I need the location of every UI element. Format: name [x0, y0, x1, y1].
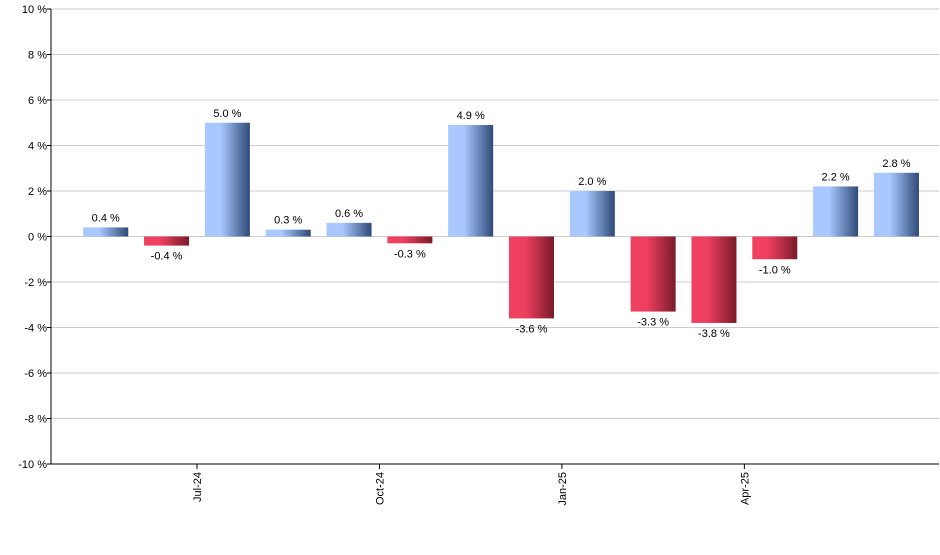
data-label: -0.3 % — [394, 248, 426, 260]
data-label: 0.4 % — [92, 212, 120, 224]
y-axis-ticks: 10 % 8 % 6 % 4 % 2 % 0 % -2 % -4 % -6 % -8 % -10 % — [18, 4, 51, 471]
y-tick-label: 8 % — [28, 50, 47, 62]
y-tick-label: -4 % — [24, 323, 47, 335]
bar-positive — [204, 122, 250, 237]
bar-negative — [387, 236, 433, 244]
data-label: -3.8 % — [698, 328, 730, 340]
x-axis-ticks: Jul-24 Oct-24 Jan-25 Apr-25 — [192, 464, 751, 506]
bar-negative — [508, 236, 554, 319]
x-tick-label: Jan-25 — [557, 472, 569, 506]
x-tick-label: Oct-24 — [374, 472, 386, 505]
bar-positive — [813, 186, 859, 237]
data-label: 0.3 % — [274, 215, 302, 227]
bar-negative — [752, 236, 798, 260]
y-tick-label: 4 % — [28, 141, 47, 153]
bar-positive — [873, 172, 919, 237]
y-tick-label: 2 % — [28, 186, 47, 198]
bar-negative — [691, 236, 737, 323]
x-tick-label: Apr-25 — [739, 472, 751, 505]
bar-positive — [326, 222, 372, 237]
data-label: -0.4 % — [151, 251, 183, 263]
data-label: -3.6 % — [516, 323, 548, 335]
data-label: 2.2 % — [822, 171, 850, 183]
data-labels: 0.4 % -0.4 % 5.0 % 0.3 % 0.6 % -0.3 % 4.9 % -3.… — [92, 108, 911, 340]
data-label: 2.8 % — [882, 158, 910, 170]
data-label: 5.0 % — [213, 108, 241, 120]
y-tick-label: 0 % — [28, 232, 47, 244]
y-tick-label: -10 % — [18, 459, 47, 471]
y-tick-label: -8 % — [24, 414, 47, 426]
x-tick-label: Jul-24 — [192, 472, 204, 502]
y-tick-label: 10 % — [22, 4, 47, 16]
bar-negative — [144, 236, 190, 246]
y-tick-label: -2 % — [24, 277, 47, 289]
bar-positive — [265, 229, 311, 237]
y-tick-label: -6 % — [24, 368, 47, 380]
y-tick-label: 6 % — [28, 95, 47, 107]
bar-positive — [83, 227, 129, 237]
data-label: -3.3 % — [637, 317, 669, 329]
data-label: 2.0 % — [578, 176, 606, 188]
data-label: -1.0 % — [759, 264, 791, 276]
bar-negative — [630, 236, 676, 312]
bar-positive — [569, 191, 615, 237]
data-label: 0.6 % — [335, 208, 363, 220]
bar-positive — [448, 125, 494, 237]
axes — [50, 9, 939, 465]
data-label: 4.9 % — [457, 110, 485, 122]
bars — [83, 122, 919, 323]
